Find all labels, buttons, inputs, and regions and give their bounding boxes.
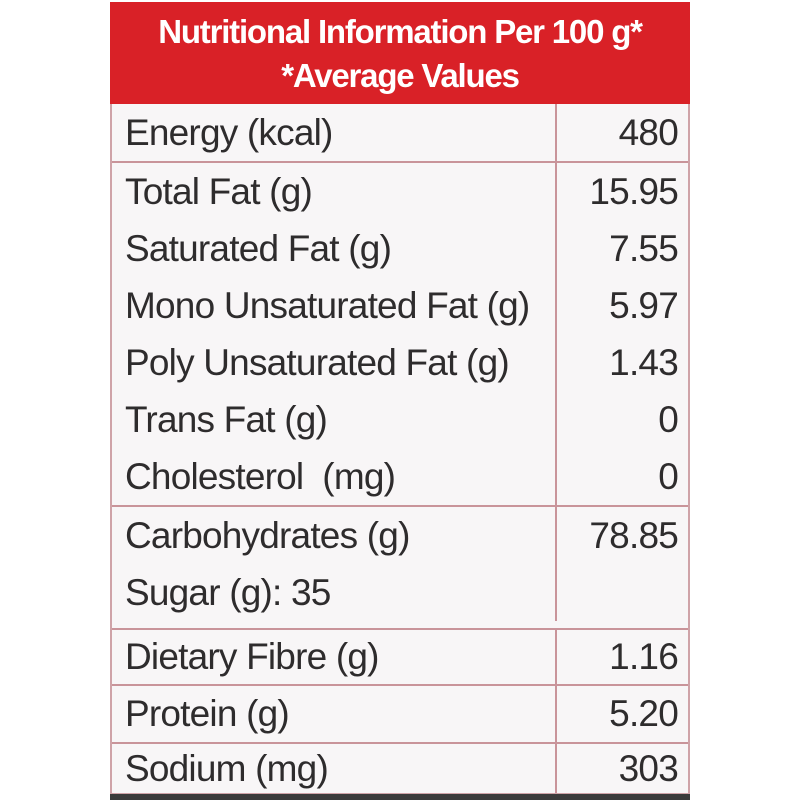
nutrient-value — [555, 564, 688, 621]
table-row: Trans Fat (g) 0 — [112, 391, 688, 448]
table-row: Cholesterol (mg) 0 — [112, 448, 688, 505]
nutrient-value: 5.20 — [555, 686, 688, 742]
nutrient-value: 7.55 — [555, 220, 688, 277]
nutrient-label: Dietary Fibre (g) — [125, 636, 379, 677]
table-row: Energy (kcal) 480 — [112, 104, 688, 161]
nutrient-value: 1.43 — [555, 334, 688, 391]
header-title-line1: Nutritional Information Per 100 g* — [158, 13, 643, 50]
table-row: Dietary Fibre (g) 1.16 — [112, 630, 688, 684]
nutrient-label: Protein (g) — [125, 693, 290, 734]
table-row: Protein (g) 5.20 — [112, 686, 688, 742]
group-energy: Energy (kcal) 480 — [112, 104, 688, 161]
nutrient-label: Saturated Fat (g) — [125, 227, 392, 269]
group-protein: Protein (g) 5.20 — [112, 684, 688, 742]
nutrient-value: 1.16 — [555, 630, 688, 684]
nutrient-label: Cholesterol (mg) — [125, 455, 396, 497]
table-row: Sodium (mg) 303 — [112, 744, 688, 793]
nutrient-value: 303 — [555, 744, 688, 793]
header-title-line2: *Average Values — [281, 57, 520, 94]
nutrient-label: Sugar (g): 35 — [125, 571, 331, 613]
table-row: Mono Unsaturated Fat (g) 5.97 — [112, 277, 688, 334]
table-row: Poly Unsaturated Fat (g) 1.43 — [112, 334, 688, 391]
group-fats: Total Fat (g) 15.95 Saturated Fat (g) 7.… — [112, 161, 688, 505]
group-sodium: Sodium (mg) 303 — [112, 742, 688, 793]
table-row: Sugar (g): 35 — [112, 564, 688, 621]
nutrient-label: Poly Unsaturated Fat (g) — [125, 341, 510, 383]
nutrient-label: Mono Unsaturated Fat (g) — [125, 284, 530, 326]
table-row: Total Fat (g) 15.95 — [112, 163, 688, 220]
group-fibre: Dietary Fibre (g) 1.16 — [112, 628, 688, 684]
nutrient-value: 0 — [555, 448, 688, 505]
nutrient-value: 0 — [555, 391, 688, 448]
table-header: Nutritional Information Per 100 g* *Aver… — [110, 2, 690, 104]
nutrient-value: 5.97 — [555, 277, 688, 334]
table-body: Energy (kcal) 480 Total Fat (g) 15.95 Sa… — [110, 104, 690, 795]
nutrient-label: Trans Fat (g) — [125, 398, 328, 440]
nutrient-value: 15.95 — [555, 163, 688, 220]
nutrient-label: Carbohydrates (g) — [125, 514, 410, 556]
group-carbohydrates: Carbohydrates (g) 78.85 Sugar (g): 35 — [112, 505, 688, 628]
table-row: Carbohydrates (g) 78.85 — [112, 507, 688, 564]
nutrition-table: Nutritional Information Per 100 g* *Aver… — [110, 2, 690, 795]
nutrient-label: Sodium (mg) — [125, 747, 329, 789]
bottom-crop-bar — [110, 794, 690, 800]
nutrient-label: Total Fat (g) — [125, 170, 313, 212]
nutrient-value: 78.85 — [555, 507, 688, 564]
nutrient-label: Energy (kcal) — [125, 111, 333, 153]
table-row: Saturated Fat (g) 7.55 — [112, 220, 688, 277]
nutrient-value: 480 — [555, 104, 688, 161]
